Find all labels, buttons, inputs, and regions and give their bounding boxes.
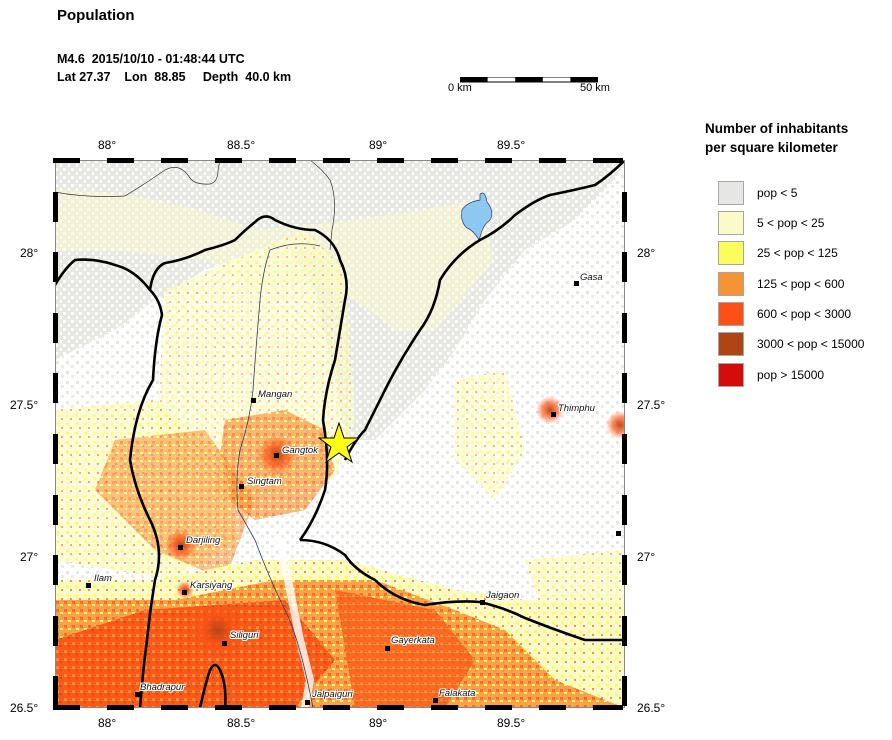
city-label-gangtok: Gangtok [282,445,318,456]
legend-label: pop < 5 [757,186,798,200]
map-canvas [53,159,634,709]
epicenter-star-icon[interactable] [318,422,360,464]
lat-tick-left-28: 28° [20,246,39,260]
legend-swatch [718,332,744,356]
lat-tick-left-26-5: 26.5° [10,701,39,715]
city-label-bhadrapur: Bhadrapur [140,682,185,693]
legend-swatch [718,181,744,205]
legend-label: pop > 15000 [757,368,825,382]
legend-item-25-125: 25 < pop < 125 [718,240,838,266]
city-marker-gayerkata [385,646,390,651]
scale-bar [459,70,599,83]
city-marker-thimphu [551,412,556,417]
city-marker-falakata [433,698,438,703]
border-nepal-india [53,258,164,709]
lon-tick-top-88: 88° [98,138,117,152]
city-marker-karsiyang [182,590,187,595]
city-label-gasa: Gasa [580,272,603,283]
lon-tick-top-89: 89° [369,138,388,152]
legend-swatch [718,363,744,387]
city-label-mangan: Mangan [258,389,293,400]
lat-tick-right-27: 27° [637,550,656,564]
city-label-ilam: Ilam [94,573,112,584]
scale-end-label: 50 km [580,82,610,94]
legend-label: 600 < pop < 3000 [757,307,852,321]
legend-label: 5 < pop < 25 [757,216,825,230]
city-label-darjiling: Darjiling [186,535,221,546]
legend-label: 3000 < pop < 15000 [757,337,865,351]
lat-tick-right-28: 28° [637,246,656,260]
legend-item-3000-15000: 3000 < pop < 15000 [718,331,864,357]
lon-tick-bottom-89-5: 89.5° [497,716,526,730]
city-label-singtam: Singtam [247,476,282,487]
legend-title-line1: Number of inhabitants [705,121,849,136]
border-bhutan-china [343,159,626,461]
city-label-falakata: Falakata [439,688,476,699]
city-label-thimphu: Thimphu [558,403,595,414]
city-marker-bhadrapur [135,692,140,697]
location-info: Lat 27.37 Lon 88.85 Depth 40.0 km [57,70,292,84]
lon-tick-bottom-88-5: 88.5° [227,716,256,730]
legend-swatch [718,211,744,235]
city-marker-darjiling [178,545,183,550]
city-label-siliguri: Siliguri [230,630,259,641]
border-sikkim [148,215,348,541]
city-label-gayerkata: Gayerkata [391,635,435,646]
city-marker-singtam [239,484,244,489]
scale-start-label: 0 km [448,82,472,94]
city-marker-jalpaiguri [305,700,310,705]
map-title: Population [57,7,135,24]
legend-label: 25 < pop < 125 [757,246,838,260]
population-map[interactable]: Mangan Gangtok Singtam Darjiling Ilam Ka… [53,158,634,710]
legend-label: 125 < pop < 600 [757,277,845,291]
city-marker-gasa [574,281,579,286]
border-bhutan-india [299,538,625,642]
city-marker-siliguri [222,641,227,646]
legend-swatch [718,241,744,265]
legend-item-125-600: 125 < pop < 600 [718,271,844,297]
legend-item-600-3000: 600 < pop < 3000 [718,301,851,327]
lat-tick-right-27-5: 27.5° [637,398,666,412]
city-marker-jaigaon [480,600,485,605]
lon-tick-bottom-89: 89° [369,716,388,730]
lat-tick-left-27: 27° [20,550,39,564]
legend-title: Number of inhabitants per square kilomet… [705,119,890,157]
city-label-karsiyang: Karsiyang [190,580,233,591]
frame-ticks [53,158,627,710]
legend-item-5-25: 5 < pop < 25 [718,210,824,236]
lat-tick-left-27-5: 27.5° [10,398,39,412]
city-marker-mangan [251,398,256,403]
city-marker-ilam [86,583,91,588]
river [236,243,321,709]
city-marker-gangtok [274,453,279,458]
event-info: M4.6 2015/10/10 - 01:48:44 UTC [57,52,245,66]
city-marker-edge-east [616,531,621,536]
legend-item-gt-15000: pop > 15000 [718,362,824,388]
city-label-jaigaon: Jaigaon [486,590,520,601]
lon-tick-top-88-5: 88.5° [227,138,256,152]
lat-tick-right-26-5: 26.5° [637,701,666,715]
scale-bar-graphic [459,76,599,83]
city-label-jalpaiguri: Jalpaiguri [312,689,353,700]
lon-tick-top-89-5: 89.5° [497,138,526,152]
legend-swatch [718,272,744,296]
legend-title-line2: per square kilometer [705,140,838,155]
lon-tick-bottom-88: 88° [98,716,117,730]
legend-item-pop-lt-5: pop < 5 [718,180,797,206]
legend-swatch [718,302,744,326]
